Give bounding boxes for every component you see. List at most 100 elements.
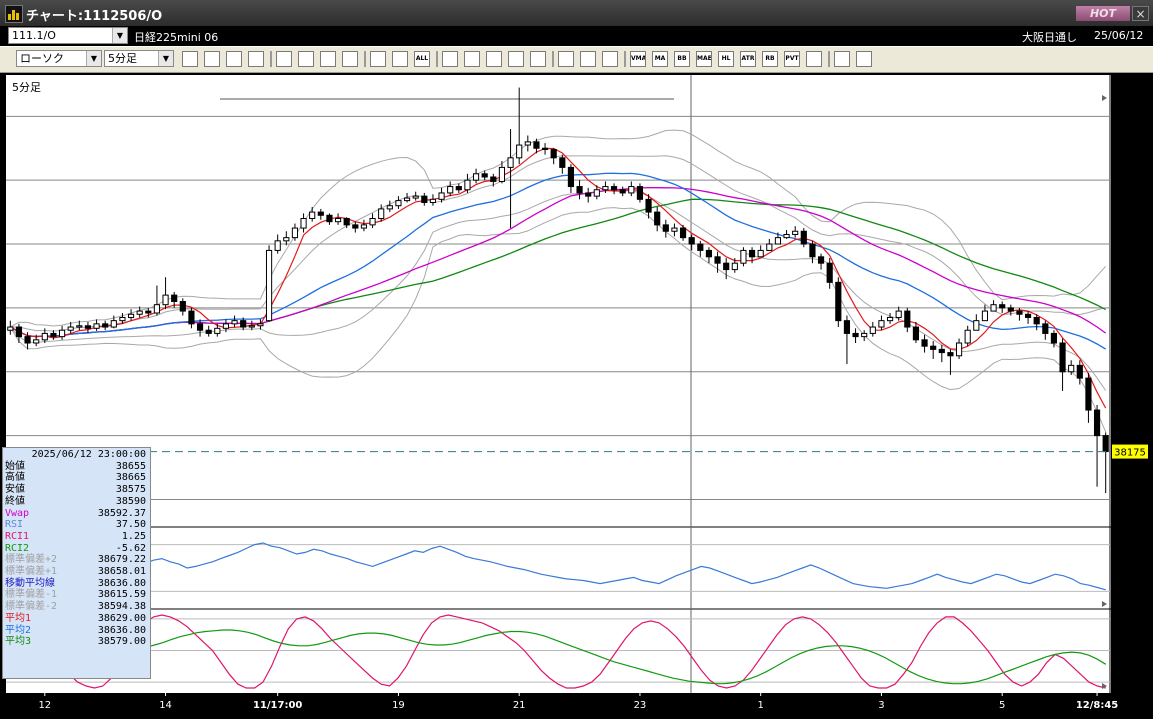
symbol-name: 日経225mini 06 — [134, 31, 219, 44]
data-window-row: 平均3 38579.00 — [5, 636, 148, 648]
hot-button[interactable]: HOT — [1076, 6, 1130, 21]
close-button[interactable]: × — [1132, 6, 1149, 21]
chart-type-value: ローソク — [20, 52, 64, 65]
data-window-label: Vwap — [5, 507, 30, 519]
color-tool-button[interactable] — [602, 51, 618, 67]
candle-body — [58, 329, 66, 338]
delete-tool-button[interactable] — [342, 51, 358, 67]
log-tool-button[interactable] — [834, 51, 850, 67]
candle-body — [886, 316, 894, 322]
chevron-down-icon[interactable]: ▼ — [86, 51, 101, 66]
sub-y-tick-label: -80.00 — [1114, 678, 1146, 689]
candle-body — [265, 249, 273, 322]
y-tick-label: 38100 — [1114, 495, 1146, 506]
tool2-tool-button[interactable] — [464, 51, 480, 67]
zoom-tool-button[interactable] — [182, 51, 198, 67]
chevron-down-icon[interactable]: ▼ — [112, 28, 127, 43]
tool4-tool-button[interactable] — [508, 51, 524, 67]
candle-body — [1076, 364, 1083, 379]
symbol-code-select[interactable]: 111.1/O ▼ — [8, 27, 128, 44]
candle-body — [127, 313, 135, 318]
price-chart-svg[interactable]: 20.00 80.00 80.00 0.00 -80.00 38100 38200 3830… — [0, 72, 1153, 715]
candle-body — [1007, 307, 1014, 312]
candle-body — [688, 237, 695, 245]
mae-tool-button[interactable]: MAE — [696, 51, 712, 67]
candle-body — [171, 294, 178, 303]
candle-body — [360, 224, 368, 229]
scroll-arrow-icon[interactable] — [1102, 601, 1107, 607]
data-window-label: 平均1 — [5, 612, 32, 624]
candle-body — [748, 249, 756, 258]
chevron-down-icon[interactable]: ▼ — [158, 51, 173, 66]
line-tool-button[interactable] — [248, 51, 264, 67]
ma-tool-button[interactable]: MA — [652, 51, 668, 67]
bb-tool-button[interactable]: BB — [674, 51, 690, 67]
candle-body — [567, 166, 575, 188]
x-tick-label: 12 — [38, 700, 51, 711]
scroll-arrow-icon[interactable] — [1102, 683, 1107, 689]
candle-body — [283, 237, 290, 242]
candle-body — [412, 195, 419, 199]
data-window-row: 安値 38575 — [5, 484, 148, 496]
undo-tool-button[interactable] — [298, 51, 314, 67]
all-tool-button[interactable]: ALL — [414, 51, 430, 67]
settings-tool-button[interactable] — [558, 51, 574, 67]
candle-body — [41, 332, 48, 341]
fit-tool-button[interactable] — [204, 51, 220, 67]
data-window-row: 始値 38655 — [5, 461, 148, 473]
vma-tool-button[interactable]: VMA — [630, 51, 646, 67]
candle-body — [1050, 332, 1058, 344]
candle-body — [679, 227, 687, 239]
pvt-tool-button[interactable]: PVT — [784, 51, 800, 67]
rb-tool-button[interactable]: RB — [762, 51, 778, 67]
candle-body — [559, 157, 566, 168]
data-window-row: RCI2 -5.62 — [5, 543, 148, 555]
edit-tool-button[interactable] — [580, 51, 596, 67]
pointer-tool-button[interactable] — [276, 51, 292, 67]
scroll-arrow-icon[interactable] — [1102, 95, 1107, 101]
chart-app-icon — [5, 5, 23, 23]
candle-body — [343, 217, 350, 226]
hl-tool-button[interactable]: HL — [718, 51, 734, 67]
bar-tool-button[interactable] — [392, 51, 408, 67]
tool5-tool-button[interactable] — [530, 51, 546, 67]
x-tick-label: 12/8:45 — [1076, 700, 1118, 711]
candle-body — [740, 249, 747, 264]
candle-body — [800, 230, 807, 245]
interval-select[interactable]: 5分足 ▼ — [104, 50, 174, 67]
candle-body — [938, 348, 945, 354]
candle-body — [1068, 364, 1075, 373]
data-window-value: 38579.00 — [97, 636, 146, 648]
candle-body — [585, 192, 592, 197]
sub-y-tick-label: 20.00 — [1114, 587, 1143, 598]
candle-body — [403, 197, 411, 202]
chart-type-select[interactable]: ローソク ▼ — [16, 50, 102, 67]
draw-tool-button[interactable] — [226, 51, 242, 67]
box-tool-button[interactable] — [806, 51, 822, 67]
candle-tool-button[interactable] — [370, 51, 386, 67]
memo-tool-button[interactable] — [320, 51, 336, 67]
candle-body — [541, 147, 549, 151]
bollinger-band — [10, 129, 1107, 328]
sub-y-tick-label: 80.00 — [1114, 615, 1143, 626]
tool1-tool-button[interactable] — [442, 51, 458, 67]
candle-body — [119, 316, 126, 322]
candle-body — [973, 320, 980, 331]
candle-body — [1033, 316, 1040, 325]
candle-body — [196, 323, 204, 331]
atr-tool-button[interactable]: ATR — [740, 51, 756, 67]
candle-body — [188, 310, 195, 325]
candle-body — [162, 294, 169, 306]
tool3-tool-button[interactable] — [486, 51, 502, 67]
candle-body — [110, 320, 117, 328]
candle-body — [705, 249, 713, 258]
candle-body — [861, 332, 868, 338]
data-window-label: 標準偏差+1 — [5, 566, 58, 578]
candle-body — [516, 144, 523, 159]
data-window-value: 38615.59 — [97, 589, 146, 601]
candle-body — [33, 339, 40, 344]
candle-body — [205, 329, 212, 334]
chart-area[interactable]: 20.00 80.00 80.00 0.00 -80.00 38100 38200 3830… — [0, 72, 1153, 715]
export-tool-button[interactable] — [856, 51, 872, 67]
candle-body — [93, 323, 100, 329]
